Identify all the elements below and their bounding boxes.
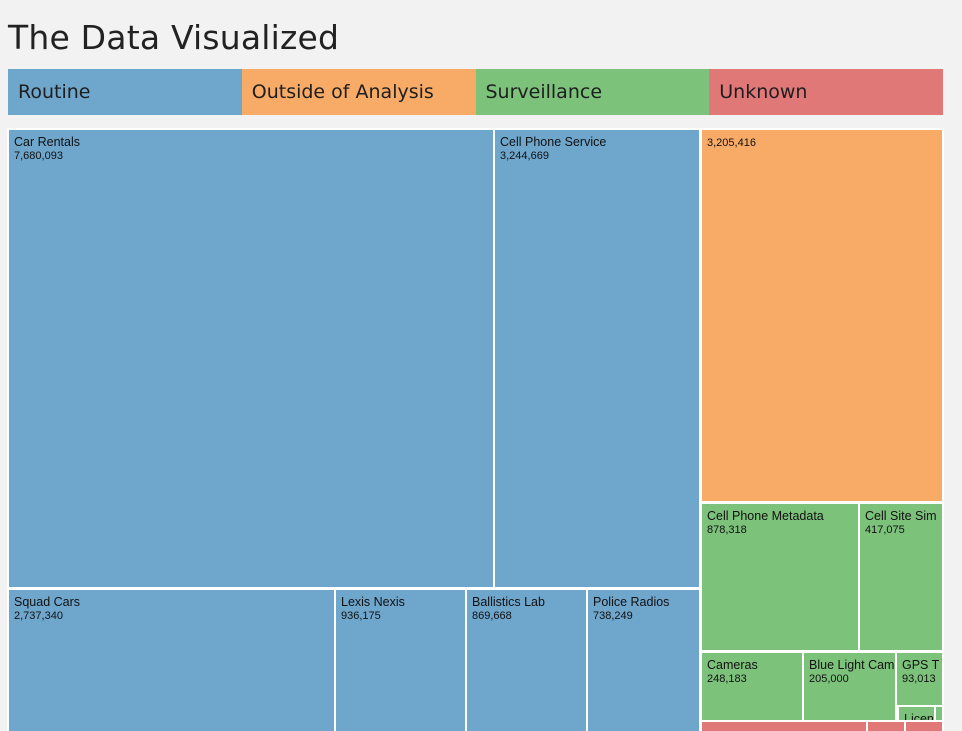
treemap-value-cell-phone-metadata: 878,318 <box>707 524 747 536</box>
treemap-rect-cell-phone-service <box>493 128 701 589</box>
legend-item-routine[interactable]: Routine <box>8 69 242 115</box>
treemap-rect-licen <box>897 705 936 722</box>
treemap-label-lexis-nexis: Lexis Nexis <box>341 595 405 609</box>
legend-label-outside-of-analysis: Outside of Analysis <box>251 81 434 103</box>
treemap-rect-car-rentals <box>7 128 495 589</box>
treemap-cell-cell-16[interactable] <box>700 720 868 731</box>
treemap-rect-lexis-nexis <box>334 588 467 731</box>
treemap-value-squad-cars: 2,737,340 <box>14 610 63 622</box>
treemap-rect-gps-t <box>895 651 944 707</box>
treemap-value-police-radios: 738,249 <box>593 610 633 622</box>
treemap-label-squad-cars: Squad Cars <box>14 595 80 609</box>
treemap-label-cameras: Cameras <box>707 658 758 672</box>
treemap-cell-cell-7[interactable]: 3,205,416 <box>700 128 944 503</box>
treemap-value-gps-t: 93,013 <box>902 673 936 685</box>
treemap-rect-blue-light-cam <box>802 651 897 722</box>
treemap-rect-cell-site-sim <box>858 502 944 652</box>
treemap-cell-cell-17[interactable] <box>866 720 906 731</box>
treemap-value-ballistics-lab: 869,668 <box>472 610 512 622</box>
treemap-cell-cell-18[interactable] <box>904 720 944 731</box>
legend-label-routine: Routine <box>18 81 91 103</box>
treemap-label-car-rentals: Car Rentals <box>14 135 80 149</box>
treemap-rect-cell-phone-metadata <box>700 502 860 652</box>
legend: Routine Outside of Analysis Surveillance… <box>8 69 943 115</box>
treemap-cell-gps-t[interactable]: GPS T93,013 <box>895 651 944 707</box>
treemap-rect-police-radios <box>586 588 701 731</box>
treemap-label-ballistics-lab: Ballistics Lab <box>472 595 545 609</box>
treemap-value-lexis-nexis: 936,175 <box>341 610 381 622</box>
page-title: The Data Visualized <box>8 18 340 57</box>
treemap-value-cell-7: 3,205,416 <box>707 137 756 149</box>
treemap-cell-cell-14[interactable] <box>934 705 944 722</box>
legend-item-unknown[interactable]: Unknown <box>709 69 943 115</box>
treemap-label-gps-t: GPS T <box>902 658 940 672</box>
treemap-label-blue-light-cam: Blue Light Cam <box>809 658 894 672</box>
treemap-rect-squad-cars <box>7 588 336 731</box>
legend-item-surveillance[interactable]: Surveillance <box>475 69 710 115</box>
treemap-rect-cell-17 <box>866 720 906 731</box>
treemap-label-licen: Licen <box>904 712 934 726</box>
treemap-label-cell-phone-service: Cell Phone Service <box>500 135 606 149</box>
treemap-rect-ballistics-lab <box>465 588 588 731</box>
treemap-rect-cell-7 <box>700 128 944 503</box>
treemap-rect-cell-15 <box>895 705 899 722</box>
treemap-rect-cell-16 <box>700 720 868 731</box>
legend-item-outside-of-analysis[interactable]: Outside of Analysis <box>241 69 476 115</box>
treemap-value-cell-site-sim: 417,075 <box>865 524 905 536</box>
treemap-rect-cameras <box>700 651 804 722</box>
treemap-label-cell-phone-metadata: Cell Phone Metadata <box>707 509 824 523</box>
legend-label-surveillance: Surveillance <box>485 81 603 103</box>
treemap-value-car-rentals: 7,680,093 <box>14 150 63 162</box>
treemap-cell-licen[interactable]: Licen <box>897 705 936 726</box>
treemap-value-blue-light-cam: 205,000 <box>809 673 849 685</box>
treemap-rect-cell-14 <box>934 705 944 722</box>
treemap-value-cameras: 248,183 <box>707 673 747 685</box>
treemap-rect-cell-18 <box>904 720 944 731</box>
legend-label-unknown: Unknown <box>719 81 808 103</box>
treemap-value-cell-phone-service: 3,244,669 <box>500 150 549 162</box>
treemap-cell-cell-15[interactable] <box>895 705 899 722</box>
treemap-label-police-radios: Police Radios <box>593 595 669 609</box>
treemap-label-cell-site-sim: Cell Site Sim <box>865 509 937 523</box>
